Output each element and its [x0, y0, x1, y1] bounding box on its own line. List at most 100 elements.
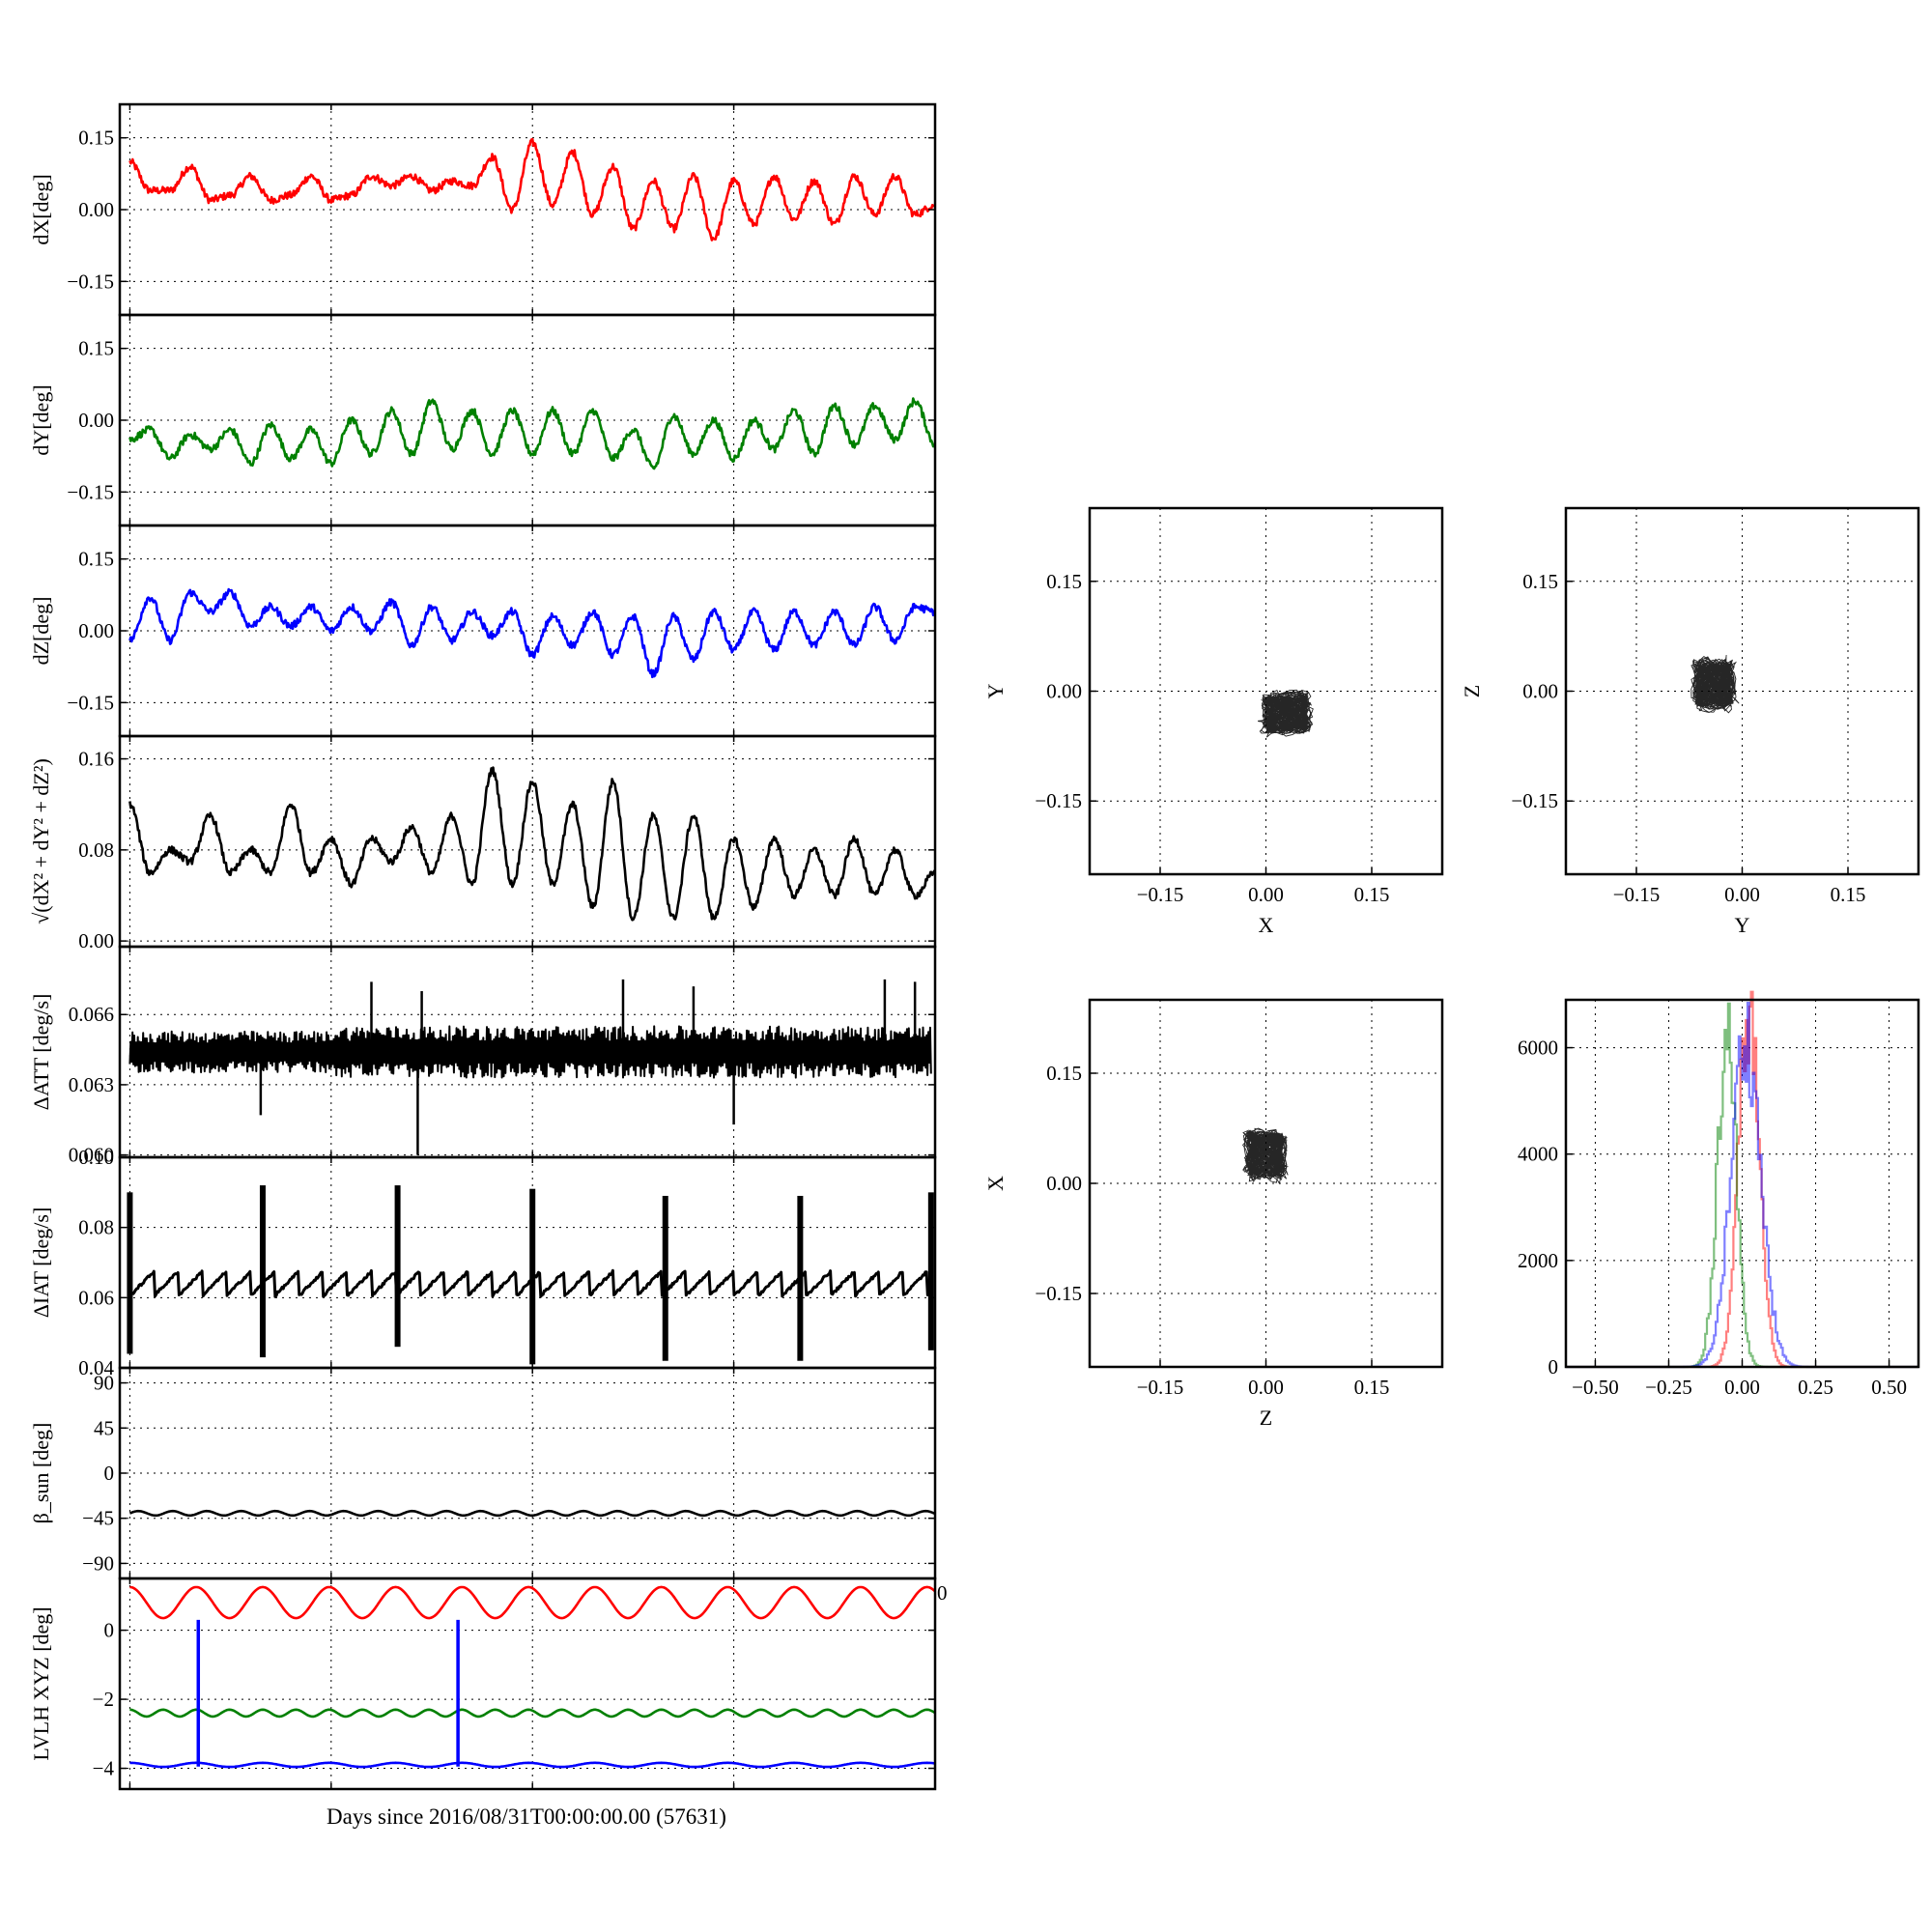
axes-frame — [118, 1577, 937, 1791]
y-axis-label: X — [983, 1176, 1008, 1191]
x-tick-label: 0.15 — [1831, 883, 1866, 906]
x-tick-label: −0.15 — [1137, 1376, 1184, 1399]
y-tick-label: 0.15 — [1046, 1062, 1082, 1085]
spike — [529, 1188, 536, 1365]
histogram: −0.50 −0.25 0.00 0.25 0.50 6000 4000 2000 0 — [1518, 990, 1920, 1399]
y-tick-label: 4000 — [1518, 1143, 1558, 1166]
plot-area-beta — [128, 1509, 935, 1518]
y-tick-label: 90 — [94, 1372, 114, 1395]
y-tick-label: 2000 — [1518, 1249, 1558, 1272]
panel-dz: 0.15 0.00 −0.15 dZ[deg] — [29, 524, 937, 738]
y-tick-label: −2 — [93, 1688, 114, 1711]
hist-series-0 — [1566, 990, 1918, 1369]
y-tick-label: 0.00 — [78, 929, 114, 952]
plot-area-dr — [128, 766, 935, 922]
series-lvlh-1 — [129, 1708, 935, 1719]
y-tick-label: −0.15 — [67, 691, 114, 714]
y-tick-label: 0.00 — [78, 619, 114, 642]
y-axis-label: ΔIAT [deg/s] — [29, 1208, 53, 1319]
y-tick-label: −45 — [82, 1507, 114, 1530]
series-dr — [128, 766, 935, 922]
trajectory — [1690, 655, 1740, 714]
y-axis-label: √(dX² + dY² + dZ²) — [29, 758, 53, 924]
x-axis-label: Y — [1735, 913, 1750, 937]
y-tick-label: 0.00 — [78, 409, 114, 432]
plot-area-dy — [128, 397, 935, 470]
x-axis-label: Z — [1260, 1406, 1272, 1430]
histogram-panel: −0.50 −0.25 0.00 0.25 0.50 6000 4000 2000 0 — [1518, 990, 1920, 1399]
x-tick-label: 0.15 — [1354, 1376, 1390, 1399]
y-tick-label: 0 — [104, 1619, 115, 1642]
scatter-yz: −0.15 0.00 0.15 0.15 0.00 −0.15 Y Z — [1460, 506, 1920, 937]
trajectory — [1242, 1127, 1290, 1185]
x-tick-label: −0.25 — [1645, 1376, 1692, 1399]
y-tick-label: 0.066 — [69, 1003, 114, 1026]
x-tick-label: 0.50 — [1871, 1376, 1907, 1399]
y-axis-label: Z — [1460, 685, 1484, 697]
axes-frame — [118, 1155, 937, 1370]
y-tick-label: −0.15 — [67, 480, 114, 503]
y-tick-label: 0.063 — [69, 1073, 114, 1096]
spike — [797, 1195, 804, 1361]
x-tick-label: 0.25 — [1798, 1376, 1833, 1399]
y-axis-label: dX[deg] — [29, 174, 53, 244]
scatter-zx: −0.15 0.00 0.15 0.15 0.00 −0.15 Z X — [983, 998, 1444, 1430]
left-stacked-panels: 0.15 0.00 −0.15 dX[deg] 0.15 0.00 −0.15 dY[deg]… — [29, 102, 937, 1791]
right-scatter-panels: −0.15 0.00 0.15 0.15 0.00 −0.15 X Y −0.15 0.00 0.1… — [983, 506, 1920, 1430]
y-tick-label: 0.15 — [78, 548, 114, 571]
x-tick-label: 0.15 — [1354, 883, 1390, 906]
panel-datt: 0.066 0.063 0.060 ΔATT [deg/s] — [29, 945, 937, 1167]
y-tick-label: −0.15 — [1035, 789, 1082, 812]
y-tick-label: 0.04 — [78, 1356, 114, 1379]
series-dx — [128, 137, 935, 242]
plot-area-dx — [128, 137, 935, 242]
y-tick-label: 0.00 — [1046, 1172, 1082, 1195]
series-dz — [128, 587, 935, 679]
y-tick-label: −4 — [93, 1757, 115, 1780]
x-tick-label: −0.15 — [1137, 883, 1184, 906]
x-axis-label: Days since 2016/08/31T00:00:00.00 (57631… — [327, 1804, 726, 1829]
spike — [662, 1195, 668, 1361]
y-axis-label: β_sun [deg] — [29, 1423, 53, 1524]
y-tick-label: 0.08 — [78, 838, 114, 862]
series-lvlh-0 — [129, 1585, 935, 1620]
panel-lvlh: 0 −2 −4 LVLH XYZ [deg] — [29, 1577, 937, 1791]
y-tick-label: 6000 — [1518, 1037, 1558, 1060]
y-tick-label: 0.00 — [78, 198, 114, 221]
plot-area-datt — [128, 979, 932, 1155]
panel-dy: 0.15 0.00 −0.15 dY[deg] — [29, 313, 937, 527]
series-lvlh-2 — [129, 1761, 935, 1769]
y-tick-label: −90 — [82, 1551, 114, 1575]
stray-tick-label: 0 — [937, 1581, 948, 1605]
plot-area-dz — [128, 587, 935, 679]
y-axis-label: dZ[deg] — [29, 597, 53, 666]
y-axis-label: Y — [983, 683, 1008, 698]
y-tick-label: 0.10 — [78, 1146, 114, 1169]
y-tick-label: 0.08 — [78, 1216, 114, 1239]
y-tick-label: 0 — [104, 1462, 115, 1485]
y-tick-label: −0.15 — [67, 270, 114, 293]
y-tick-label: 45 — [94, 1416, 114, 1439]
panel-dr: 0.16 0.08 0.00 √(dX² + dY² + dZ²) — [29, 734, 937, 952]
panel-diat: 0.10 0.08 0.06 0.04 ΔIAT [deg/s] — [29, 1146, 937, 1379]
trajectory — [1257, 689, 1314, 738]
axes-frame — [118, 734, 937, 949]
series-beta — [128, 1509, 935, 1518]
y-tick-label: 0.00 — [1522, 680, 1558, 703]
y-tick-label: 0.15 — [78, 337, 114, 360]
x-axis-label: X — [1259, 913, 1274, 937]
plot-area-diat — [127, 1185, 934, 1365]
y-tick-label: 0.060 — [69, 1144, 114, 1167]
panel-beta: 90 45 0 −45 −90 β_sun [deg] — [29, 1366, 937, 1580]
y-tick-label: 0.15 — [78, 127, 114, 150]
x-tick-label: 0.00 — [1724, 883, 1760, 906]
y-tick-label: 0.00 — [1046, 680, 1082, 703]
x-tick-label: 0.00 — [1724, 1376, 1760, 1399]
x-tick-label: 0.00 — [1248, 1376, 1284, 1399]
scatter-xy: −0.15 0.00 0.15 0.15 0.00 −0.15 X Y — [983, 506, 1444, 937]
spike — [127, 1192, 133, 1354]
y-axis-label: ΔATT [deg/s] — [29, 994, 53, 1111]
plot-area-lvlh — [129, 1585, 935, 1769]
y-tick-label: −0.15 — [1035, 1282, 1082, 1305]
series-dy — [128, 397, 935, 470]
